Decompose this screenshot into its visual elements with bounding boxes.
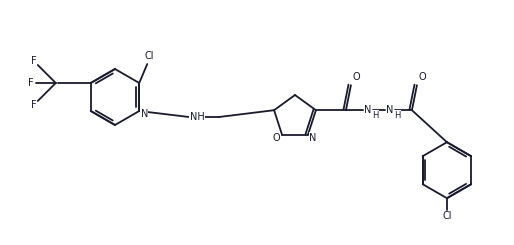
Text: O: O bbox=[352, 72, 360, 82]
Text: H: H bbox=[372, 111, 378, 120]
Text: N: N bbox=[386, 105, 394, 115]
Text: NH: NH bbox=[190, 112, 205, 122]
Text: F: F bbox=[31, 100, 36, 110]
Text: Cl: Cl bbox=[442, 211, 452, 221]
Text: Cl: Cl bbox=[144, 51, 154, 61]
Text: N: N bbox=[140, 109, 148, 119]
Text: N: N bbox=[309, 133, 317, 143]
Text: F: F bbox=[31, 56, 36, 66]
Text: F: F bbox=[28, 78, 33, 88]
Text: H: H bbox=[394, 111, 400, 120]
Text: O: O bbox=[272, 133, 280, 143]
Text: O: O bbox=[418, 72, 426, 82]
Text: N: N bbox=[364, 105, 372, 115]
